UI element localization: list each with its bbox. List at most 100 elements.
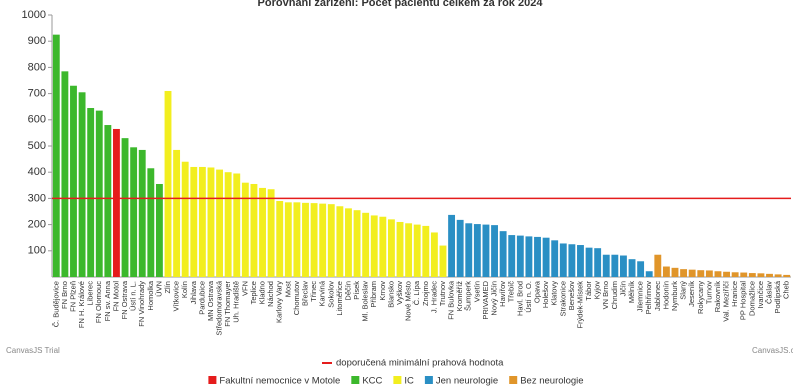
bar xyxy=(173,149,181,277)
x-tick-label: Opava xyxy=(532,280,541,303)
bar xyxy=(551,240,559,277)
x-tick-label: Strakonice xyxy=(558,281,567,316)
y-tick-label: 1000 xyxy=(22,9,46,21)
x-tick-label: Č. Lípa xyxy=(412,280,421,305)
x-tick-label: Rakovník xyxy=(713,281,722,313)
x-tick-label: VN Brno xyxy=(601,281,610,309)
bar xyxy=(241,182,249,277)
bar xyxy=(645,271,653,277)
bar xyxy=(259,187,266,277)
x-tick-label: Zlín xyxy=(163,281,172,294)
bar xyxy=(499,231,507,277)
bar xyxy=(293,202,301,277)
x-tick-label: FN Motol xyxy=(111,281,120,312)
x-tick-label: Kolín xyxy=(180,281,189,298)
x-tick-label: Jihlava xyxy=(189,280,198,304)
bar xyxy=(637,261,645,277)
bar xyxy=(327,204,335,277)
x-tick-label: Val. Meziříčí xyxy=(722,280,731,322)
x-tick-label: Ivančice xyxy=(756,281,765,309)
legend-label: doporučená minimální prahová hodnota xyxy=(336,358,504,369)
bar xyxy=(688,269,696,277)
x-tick-label: Tábor xyxy=(584,280,593,300)
bar xyxy=(714,271,722,277)
x-tick-label: Břeclav xyxy=(300,281,309,306)
bar xyxy=(87,108,95,277)
x-tick-label: MN Ostrava xyxy=(206,280,215,321)
y-tick-label: 800 xyxy=(28,61,46,73)
x-tick-label: FN Bulovka xyxy=(447,280,456,320)
x-tick-label: Cheb xyxy=(782,281,791,299)
x-tick-label: Náchod xyxy=(266,281,275,307)
x-tick-label: Homolka xyxy=(146,280,155,310)
bar xyxy=(619,255,627,277)
x-tick-label: Jilemnice xyxy=(636,281,645,312)
y-tick-label: 600 xyxy=(28,114,46,126)
x-tick-label: Děčín xyxy=(343,281,352,301)
x-tick-label: FN sv. Anna xyxy=(103,280,112,321)
x-tick-label: Středomoravská xyxy=(215,280,224,335)
x-tick-label: Jablonec xyxy=(653,281,662,311)
bar xyxy=(267,189,275,277)
bar xyxy=(748,273,756,277)
bar xyxy=(774,274,782,277)
bar xyxy=(542,237,550,277)
x-tick-label: Benešov xyxy=(567,281,576,310)
x-tick-label: Krnov xyxy=(378,281,387,301)
x-tick-label: Ústí n. O. xyxy=(524,281,533,313)
bar xyxy=(379,216,387,277)
bar xyxy=(370,215,378,277)
x-tick-label: Ústí n. L. xyxy=(129,281,138,311)
bar xyxy=(250,183,258,277)
x-tick-label: Jeseník xyxy=(687,281,696,307)
bar xyxy=(78,92,86,277)
x-tick-label: Písek xyxy=(352,281,361,300)
x-tick-label: Hodonín xyxy=(661,281,670,309)
x-tick-label: Ml. Boleslav xyxy=(361,281,370,322)
bar xyxy=(396,221,404,277)
x-tick-label: PP Hospital xyxy=(739,281,748,320)
bar xyxy=(525,236,533,277)
bar xyxy=(198,166,206,277)
bar xyxy=(61,71,69,277)
y-tick-label: 300 xyxy=(28,192,46,204)
legend-swatch xyxy=(208,376,217,384)
bar xyxy=(216,169,224,277)
bar xyxy=(52,34,60,278)
bar xyxy=(491,225,498,277)
y-tick-label: 400 xyxy=(28,166,46,178)
x-tick-label: Pardubice xyxy=(197,281,206,315)
legend-label: Fakultní nemocnice v Motole xyxy=(219,376,340,387)
x-tick-label: Rokycany xyxy=(696,281,705,314)
x-tick-label: Havl. Brod xyxy=(515,281,524,316)
bar xyxy=(387,219,395,277)
bar xyxy=(671,267,679,277)
legend-swatch xyxy=(351,376,360,384)
legend-swatch xyxy=(424,376,433,384)
x-tick-label: Č. Budějovice xyxy=(51,281,60,327)
x-tick-label: FN Vinohrady xyxy=(137,281,146,327)
bar xyxy=(353,210,361,277)
x-tick-label: FN Plzeň xyxy=(68,281,77,312)
bar xyxy=(430,232,438,277)
legend-label: Jen neurologie xyxy=(436,376,498,387)
y-tick-label: 500 xyxy=(28,140,46,152)
x-tick-label: Domažlice xyxy=(747,281,756,316)
x-tick-label: Třebíč xyxy=(507,281,516,303)
x-tick-label: Holešov xyxy=(541,281,550,308)
y-tick-label: 900 xyxy=(28,35,46,47)
x-tick-label: Znojmo xyxy=(421,281,430,306)
x-tick-label: FN Thomayer xyxy=(223,281,232,327)
bar xyxy=(439,245,447,277)
x-tick-label: ÚVN xyxy=(154,281,163,297)
bar xyxy=(740,272,748,277)
y-tick-label: 100 xyxy=(28,245,46,257)
x-tick-label: FN H. Králové xyxy=(77,281,86,328)
bar xyxy=(456,219,464,277)
x-tick-label: Teplice xyxy=(249,281,258,304)
x-tick-label: Litoměřice xyxy=(335,281,344,316)
bar xyxy=(680,269,688,277)
legend-swatch xyxy=(509,376,518,384)
credit: CanvasJS Trial xyxy=(6,346,60,355)
